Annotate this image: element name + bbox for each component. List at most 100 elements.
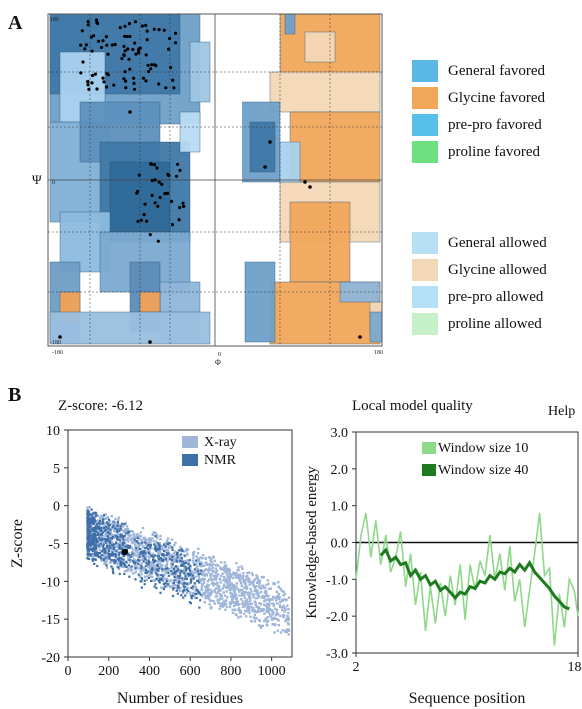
xray-point [223,564,226,568]
xray-point [96,514,100,518]
nmr-point [160,574,163,577]
rama-point [105,72,109,76]
nmr-point [86,519,89,522]
xray-point [219,578,222,581]
xray-point [120,523,123,527]
xray-point [166,560,169,563]
nmr-point [106,531,110,534]
nmr-point [193,582,196,585]
rama-point [122,53,126,57]
xray-point [112,523,115,526]
xray-point [209,593,212,597]
nmr-point [92,535,95,538]
nmr-point [137,573,140,576]
xray-point [185,549,188,552]
nmr-point [87,552,90,555]
xray-point [252,606,255,610]
xray-point [105,558,109,561]
xray-point [245,598,249,601]
nmr-point [187,572,190,575]
xray-point [141,569,144,572]
xray-point [238,590,241,593]
xray-point [144,538,147,542]
xray-point [235,572,238,575]
nmr-point [109,528,112,531]
xray-point [287,596,291,599]
nmr-point [91,519,94,522]
nmr-point [151,567,154,570]
rama-point [157,28,161,32]
xray-point [219,604,222,608]
nmr-point [110,558,113,562]
rama-point [99,45,104,50]
nmr-point [111,551,114,554]
xray-point [168,579,171,583]
nmr-point [86,548,90,551]
nmr-point [110,565,113,568]
nmr-point [93,552,96,555]
xray-point [282,615,285,619]
zscore-ylabel: Z-score [9,519,26,568]
xray-point [94,541,97,545]
nmr-point [118,544,121,547]
xray-point [96,546,99,549]
nmr-point [163,550,166,553]
nmr-point [188,601,191,604]
xray-point [261,594,264,598]
xray-point [269,587,272,590]
xray-point [277,619,280,622]
xray-point [136,548,139,551]
nmr-point [92,547,95,550]
xray-point [200,578,203,581]
xray-point [168,568,171,571]
xray-point [229,588,232,592]
xray-point [253,620,256,623]
xray-point [197,576,201,579]
xray-point [263,612,266,615]
nmr-point [179,559,182,562]
xray-point [155,540,158,543]
nmr-point [113,543,116,546]
xray-point [255,585,258,588]
nmr-point [145,561,148,564]
xray-point [247,577,250,580]
nmr-point [94,511,97,514]
xray-point [210,599,213,602]
xray-point [239,588,243,592]
xray-point [131,555,135,558]
help-link[interactable]: Help [548,404,576,419]
xray-point [223,594,227,597]
xray-point [261,584,265,587]
nmr-point [88,529,91,532]
nmr-point [153,543,156,546]
xray-point [137,537,141,540]
xray-point [136,566,140,569]
nmr-point [131,552,134,555]
xray-point [183,587,186,590]
nmr-point [109,537,112,540]
rama-point [84,43,88,47]
nmr-point [115,549,118,552]
xray-point [281,629,285,632]
xray-point [232,596,236,599]
rama-point [139,218,143,222]
xray-point [130,559,133,562]
xray-point [115,550,118,554]
nmr-point [199,593,202,596]
nmr-point [127,564,130,567]
nmr-point [96,527,99,530]
xray-point [161,570,164,573]
xray-point [229,575,232,579]
nmr-point [174,572,177,575]
xray-point [135,565,138,568]
nmr-point [119,533,122,536]
nmr-point [128,558,131,561]
nmr-point [184,561,187,565]
xray-point [151,537,154,540]
xray-point [133,553,136,556]
xray-point [152,562,155,565]
nmr-point [112,520,115,523]
xray-point [108,519,112,523]
xray-point [159,567,162,570]
xray-point [247,606,251,609]
